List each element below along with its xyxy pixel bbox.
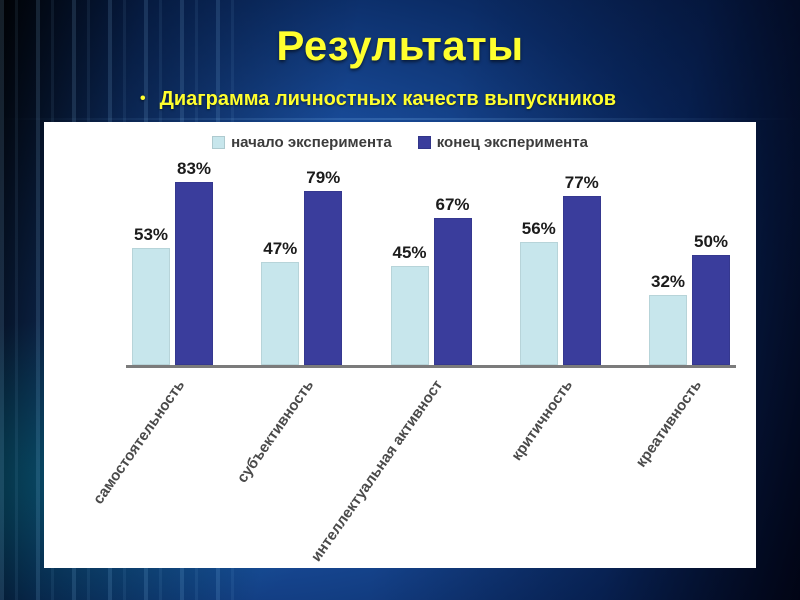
bar-series-start (519, 241, 558, 365)
bar-group: 53% 83% самостоятельность (90, 159, 213, 507)
bar-with-label: 77% (562, 172, 601, 365)
bar-group: 45% 67% интеллектуальная активност (308, 194, 472, 565)
bar-value-label: 79% (306, 168, 341, 188)
legend-label: конец эксперимента (436, 134, 588, 151)
bar-series-start (132, 248, 170, 365)
bar-value-label: 53% (133, 225, 169, 245)
category-label: самостоятельность (89, 377, 189, 508)
category-label: критичность (507, 377, 576, 464)
bar-with-label: 53% (132, 225, 170, 365)
bar-value-label: 32% (650, 271, 686, 291)
bar-series-start (261, 261, 300, 365)
legend-swatch (212, 136, 226, 149)
bars-row: 53% 83% самостоятельность 47% 79% субъективно… (90, 152, 736, 565)
bar-value-label: 47% (263, 238, 298, 258)
plot-area: 53% 83% самостоятельность 47% 79% субъективно… (90, 152, 736, 565)
background-glow-line (0, 118, 800, 120)
bar-series-end (433, 217, 472, 365)
bar-series-end (175, 182, 213, 365)
bar-with-label: 83% (175, 159, 213, 365)
bar-with-label: 47% (261, 238, 300, 365)
bar-with-label: 67% (433, 194, 472, 365)
category-label: интеллектуальная активност (307, 377, 447, 565)
bar-with-label: 56% (519, 218, 558, 365)
bullet-marker: • (140, 90, 146, 107)
bar-group: 47% 79% субъективность (234, 168, 343, 486)
legend-swatch (417, 136, 431, 149)
bar-series-start (390, 266, 429, 365)
bar-value-label: 45% (392, 243, 427, 262)
category-label: субъективность (233, 377, 318, 487)
legend-label: начало эксперимента (231, 134, 392, 151)
bar-series-end (562, 195, 601, 365)
bullet-line: • Диаграмма личностных качеств выпускнико… (140, 88, 760, 111)
bar-value-label: 67% (435, 194, 470, 214)
chart-legend: начало эксперимента конец эксперимента (44, 134, 756, 151)
legend-item: начало эксперимента (212, 134, 392, 151)
slide-title: Результаты (276, 22, 524, 69)
bar-value-label: 50% (693, 232, 729, 251)
bullet-text: Диаграмма личностных качеств выпускников (159, 88, 617, 110)
category-label: креативность (632, 377, 706, 471)
legend-item: конец эксперимента (417, 134, 588, 151)
bar-with-label: 50% (692, 232, 730, 365)
bar-group: 56% 77% критичность (508, 172, 601, 464)
bar-group: 32% 50% креативность (633, 232, 730, 470)
bar-series-end (304, 191, 343, 365)
bar-with-label: 45% (390, 243, 429, 365)
bar-value-label: 77% (564, 172, 599, 192)
bar-with-label: 79% (304, 168, 343, 365)
bar-series-end (692, 255, 730, 365)
bar-with-label: 32% (649, 272, 687, 365)
bar-value-label: 56% (521, 218, 556, 238)
chart-panel: начало эксперимента конец эксперимента 53… (44, 122, 756, 568)
bar-series-start (649, 294, 687, 365)
bar-value-label: 83% (176, 159, 212, 179)
